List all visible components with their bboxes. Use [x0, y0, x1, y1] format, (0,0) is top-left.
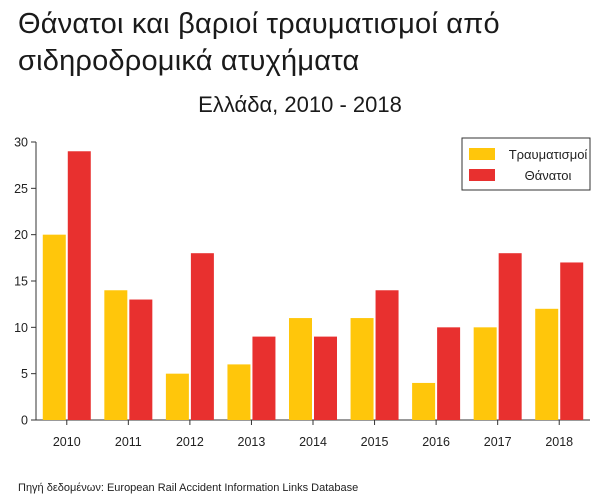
data-source-note: Πηγή δεδομένων: European Rail Accident I…: [18, 482, 359, 494]
chart-title: Θάνατοι και βαριοί τραυματισμοί από σιδη…: [18, 6, 588, 80]
bar-deaths-2012: [190, 253, 214, 420]
legend-label-injuries: Τραυματισμοί: [509, 147, 588, 162]
legend-swatch-injuries: [469, 148, 495, 160]
x-tick-label: 2014: [299, 435, 327, 449]
x-tick-label: 2013: [238, 435, 266, 449]
chart-title-line-1: Θάνατοι και βαριοί τραυματισμοί από: [18, 8, 500, 40]
bar-deaths-2011: [129, 299, 153, 420]
bar-injuries-2012: [165, 373, 189, 420]
bar-injuries-2010: [42, 234, 66, 420]
x-tick-label: 2015: [361, 435, 389, 449]
bar-injuries-2014: [289, 318, 312, 420]
legend-label-deaths: Θάνατοι: [525, 168, 572, 183]
bar-deaths-2016: [437, 327, 461, 420]
chart-subtitle: Ελλάδα, 2010 - 2018: [198, 92, 402, 117]
bar-injuries-2011: [104, 290, 128, 420]
bar-deaths-2013: [252, 336, 276, 420]
x-tick-label: 2010: [53, 435, 81, 449]
bar-deaths-2015: [375, 290, 399, 420]
bar-injuries-2015: [350, 318, 374, 420]
y-tick-label: 20: [14, 228, 28, 242]
x-tick-label: 2016: [422, 435, 450, 449]
bar-injuries-2017: [473, 327, 497, 420]
x-tick-label: 2012: [176, 435, 204, 449]
y-tick-label: 25: [14, 182, 28, 196]
y-tick-label: 0: [21, 414, 28, 428]
chart-axes: 0 5 10 15 20 25 30 2010 2011 2012 2013 2014 2015 2016…: [14, 136, 590, 449]
chart-title-line-2: σιδηροδρομικά ατυχήματα: [18, 45, 360, 77]
bar-deaths-2017: [498, 253, 522, 420]
bar-deaths-2014: [314, 336, 337, 420]
x-tick-label: 2018: [545, 435, 573, 449]
y-tick-label: 10: [14, 321, 28, 335]
x-tick-label: 2017: [484, 435, 512, 449]
x-tick-label: 2011: [115, 435, 142, 449]
y-tick-label: 5: [21, 367, 28, 381]
bar-deaths-2010: [67, 151, 91, 420]
legend-box: [461, 137, 591, 191]
y-tick-label: 15: [14, 275, 28, 289]
y-tick-label: 30: [14, 136, 28, 150]
bar-injuries-2018: [535, 308, 559, 420]
bar-deaths-2018: [560, 262, 584, 420]
legend-swatch-deaths: [469, 169, 495, 181]
chart-legend: Τραυματισμοί Θάνατοι: [461, 137, 591, 191]
bar-injuries-2013: [227, 364, 251, 420]
chart-bars: [42, 151, 584, 420]
bar-injuries-2016: [412, 382, 436, 420]
